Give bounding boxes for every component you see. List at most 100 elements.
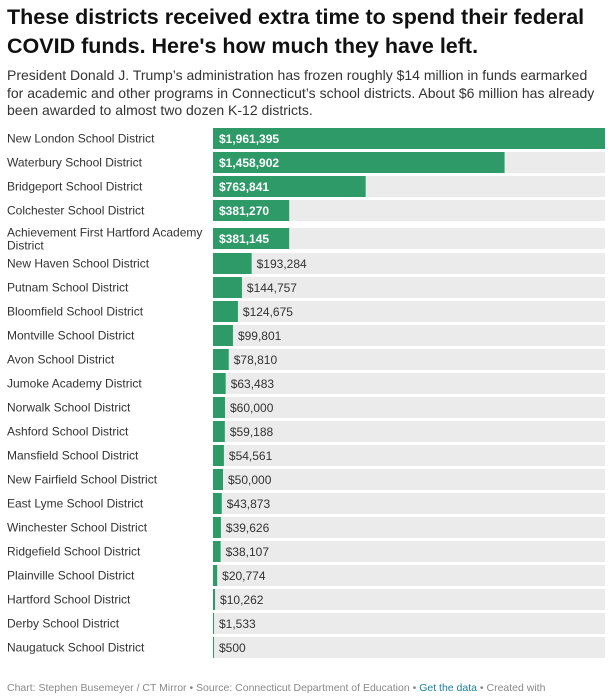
category-label: Bloomfield School District [7,305,144,319]
value-label: $381,270 [219,204,269,218]
bar [213,152,505,173]
value-label: $10,262 [220,593,264,607]
bar-row: Putnam School District $144,757 [7,277,605,298]
bar-row: East Lyme School District $43,873 [7,493,605,514]
bar-row: Waterbury School District $1,458,902 [7,152,605,173]
bar-row: New Fairfield School District $50,000 [7,469,605,490]
bar [213,373,226,394]
category-label: Hartford School District [7,593,131,607]
bar-track [213,228,605,249]
value-label: $381,145 [219,232,269,246]
bar-row: Plainville School District $20,774 [7,565,605,586]
value-label: $38,107 [226,545,270,559]
value-label: $39,626 [226,521,270,535]
bar-row: Naugatuck School District $500 [7,637,605,658]
category-label: Achievement First Hartford Academy Distri… [7,226,202,253]
bar-row: Derby School District $1,533 [7,613,605,634]
bar-track [213,493,605,514]
category-label: New Haven School District [7,257,150,271]
chart-footer: Chart: Stephen Busemeyer / CT Mirror • S… [7,681,607,695]
value-label: $1,961,395 [219,132,279,146]
bar-track [213,517,605,538]
value-label: $78,810 [234,353,278,367]
category-label: Mansfield School District [7,449,139,463]
bar [213,228,290,249]
bar-row: New Haven School District $193,284 [7,253,605,274]
bar [213,421,225,442]
bar-track [213,301,605,322]
bar-track [213,277,605,298]
bar-track [213,349,605,370]
bar [213,493,222,514]
bar [213,200,290,221]
category-label: Montville School District [7,329,135,343]
bar-track [213,589,605,610]
bar-row: Achievement First Hartford Academy Distri… [7,226,605,253]
chart-subtitle: President Donald J. Trump’s administrati… [7,67,595,118]
bar-row: Montville School District $99,801 [7,325,605,346]
bar [213,613,214,634]
bar-track [213,397,605,418]
get-data-link[interactable]: Get the data [419,682,477,694]
value-label: $1,533 [219,617,256,631]
bar [213,565,218,586]
bar-track [213,253,605,274]
category-label: Waterbury School District [7,156,143,170]
value-label: $1,458,902 [219,156,279,170]
category-label: New London School District [7,132,155,146]
bar-row: Winchester School District $39,626 [7,517,605,538]
category-label: Naugatuck School District [7,641,145,655]
bar [213,589,216,610]
bar [213,277,242,298]
bar-row: Colchester School District $381,270 [7,200,605,221]
value-label: $763,841 [219,180,269,194]
bar [213,541,221,562]
value-label: $124,675 [243,305,293,319]
bar-track [213,565,605,586]
category-label: Putnam School District [7,281,129,295]
category-label: Winchester School District [7,521,148,535]
bar-row: Ashford School District $59,188 [7,421,605,442]
bar-track [213,421,605,442]
chart-title: These districts received extra time to s… [7,5,585,58]
value-label: $144,757 [247,281,297,295]
bar-row: New London School District $1,961,395 [7,128,605,149]
category-label: Derby School District [7,617,120,631]
bar-row: Bloomfield School District $124,675 [7,301,605,322]
bar-row: Jumoke Academy District $63,483 [7,373,605,394]
bar-track [213,373,605,394]
value-label: $50,000 [228,473,272,487]
bar [213,517,221,538]
category-label: Ridgefield School District [7,545,141,559]
bar-track [213,445,605,466]
bar [213,397,225,418]
category-label: Ashford School District [7,425,129,439]
bar-track [213,200,605,221]
value-label: $59,188 [230,425,274,439]
bar [213,637,214,658]
value-label: $99,801 [238,329,282,343]
category-label: East Lyme School District [7,497,144,511]
bar-track [213,325,605,346]
value-label: $63,483 [231,377,275,391]
category-label: Avon School District [7,353,115,367]
value-label: $20,774 [222,569,266,583]
bar-row: Avon School District $78,810 [7,349,605,370]
bar-track [213,469,605,490]
category-label: Plainville School District [7,569,135,583]
bar [213,445,224,466]
footer-created-with: • Created with [476,682,546,694]
bar-row: Norwalk School District $60,000 [7,397,605,418]
category-label: Bridgeport School District [7,180,143,194]
bar [213,349,229,370]
value-label: $500 [219,641,246,655]
value-label: $60,000 [230,401,274,415]
bar [213,325,233,346]
value-label: $193,284 [257,257,307,271]
category-label: Jumoke Academy District [7,377,142,391]
bar-row: Ridgefield School District $38,107 [7,541,605,562]
bar-track [213,637,605,658]
bar [213,469,223,490]
footer-credit: Chart: Stephen Busemeyer / CT Mirror • S… [7,682,420,694]
bar [213,128,605,149]
